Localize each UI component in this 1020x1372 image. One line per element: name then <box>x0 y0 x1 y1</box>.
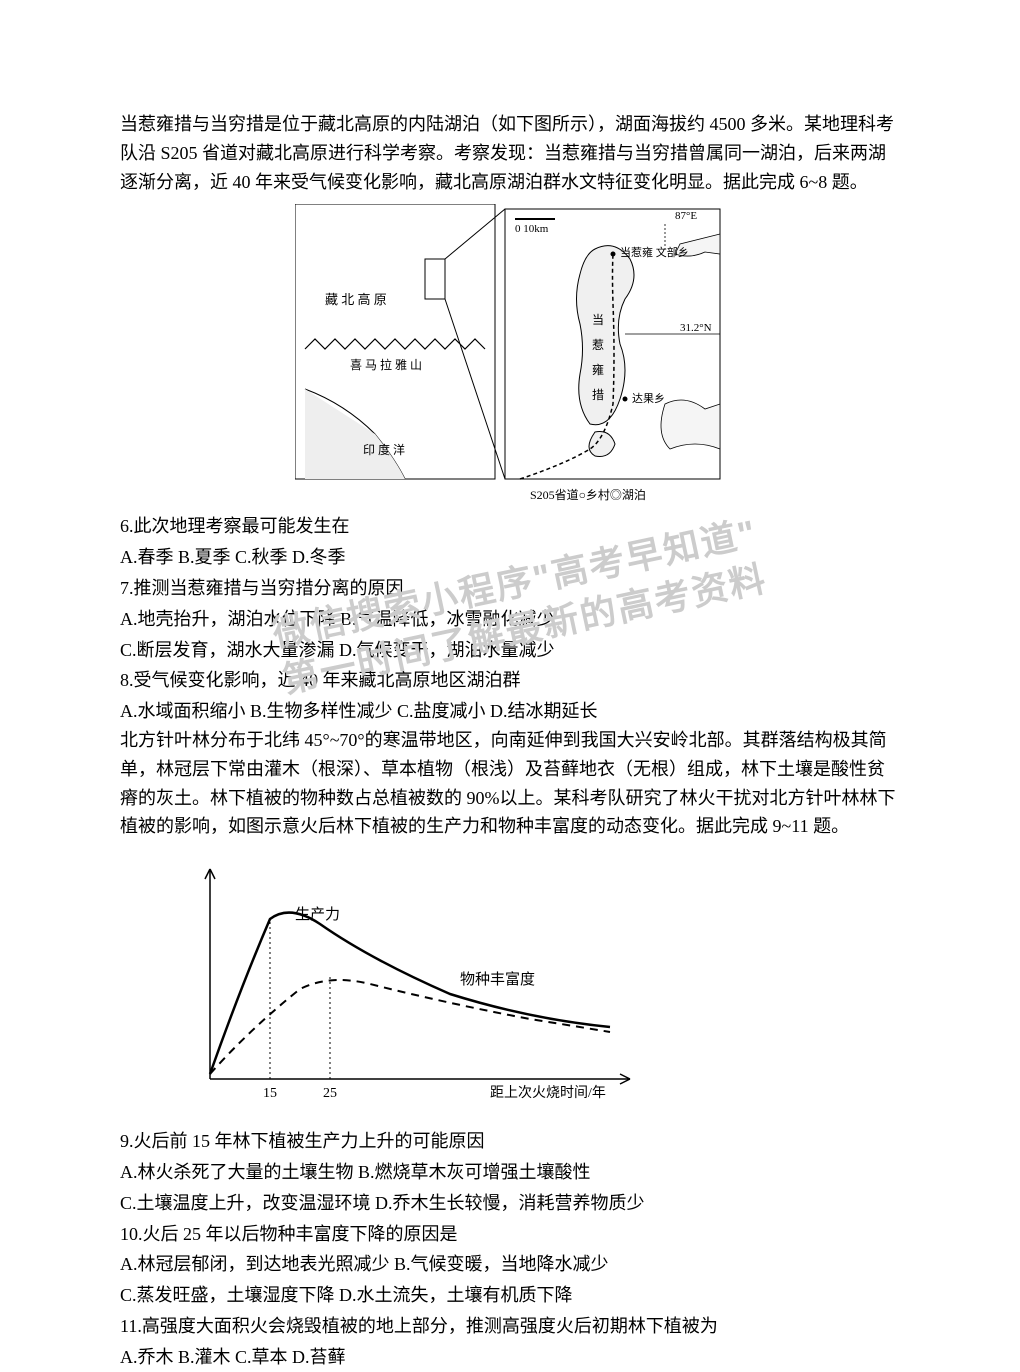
q11-stem: 11.高强度大面积火会烧毁植被的地上部分，推测高强度火后初期林下植被为 <box>120 1312 900 1341</box>
xaxis-label: 距上次火烧时间/年 <box>490 1085 606 1101</box>
q9-options-2: C.土壤温度上升，改变温湿环境 D.乔木生长较慢，消耗营养物质少 <box>120 1189 900 1218</box>
map-svg: 藏 北 高 原 喜 马 拉 雅 山 印 度 洋 0 10km 87°E 当 惹 … <box>295 204 725 504</box>
mountains-label: 喜 马 拉 雅 山 <box>350 357 422 372</box>
plateau-label: 藏 北 高 原 <box>325 292 387 307</box>
q7-options-2: C.断层发育，湖水大量渗漏 D.气候变干，湖泊水量减少 <box>120 636 900 665</box>
lake-label-4: 措 <box>592 388 604 402</box>
q9-stem: 9.火后前 15 年林下植被生产力上升的可能原因 <box>120 1127 900 1156</box>
chart-figure: 15 25 生产力 物种丰富度 距上次火烧时间/年 <box>170 849 670 1119</box>
lake-label-1: 当 <box>592 313 604 327</box>
passage-1: 当惹雍措与当穷措是位于藏北高原的内陆湖泊（如下图所示），湖面海拔约 4500 多… <box>120 110 900 196</box>
lon-label: 87°E <box>675 210 697 222</box>
q10-stem: 10.火后 25 年以后物种丰富度下降的原因是 <box>120 1220 900 1249</box>
xtick-15: 15 <box>263 1086 277 1101</box>
xtick-25: 25 <box>323 1086 337 1101</box>
q6-options: A.春季 B.夏季 C.秋季 D.冬季 <box>120 543 900 572</box>
q9-options-1: A.林火杀死了大量的土壤生物 B.燃烧草木灰可增强土壤酸性 <box>120 1158 900 1187</box>
q8-stem: 8.受气候变化影响，近 40 年来藏北高原地区湖泊群 <box>120 666 900 695</box>
lake-label-3: 雍 <box>592 362 604 377</box>
q10-options-2: C.蒸发旺盛，土壤湿度下降 D.水土流失，土壤有机质下降 <box>120 1281 900 1310</box>
series1-label: 生产力 <box>295 906 340 923</box>
q11-options: A.乔木 B.灌木 C.草本 D.苔藓 <box>120 1343 900 1372</box>
map-figure: 藏 北 高 原 喜 马 拉 雅 山 印 度 洋 0 10km 87°E 当 惹 … <box>295 204 725 504</box>
village1-label: 当惹雍 文部乡 <box>620 245 689 259</box>
q8-options: A.水域面积缩小 B.生物多样性减少 C.盐度减小 D.结冰期延长 <box>120 697 900 726</box>
lat-label: 31.2°N <box>680 322 712 334</box>
chart-svg: 15 25 生产力 物种丰富度 距上次火烧时间/年 <box>170 849 670 1119</box>
india-label: 印 度 洋 <box>363 442 405 457</box>
q6-stem: 6.此次地理考察最可能发生在 <box>120 512 900 541</box>
map-caption: S205省道○乡村◎湖泊 <box>530 487 646 502</box>
q7-options-1: A.地壳抬升，湖泊水位下降 B.气温降低，冰雪融化减少 <box>120 605 900 634</box>
lake-label-2: 惹 <box>592 338 604 352</box>
series2-label: 物种丰富度 <box>460 970 535 988</box>
q7-stem: 7.推测当惹雍措与当穷措分离的原因 <box>120 574 900 603</box>
village2-label: 达果乡 <box>632 392 665 405</box>
scale-label: 0 10km <box>515 223 549 235</box>
passage-2: 北方针叶林分布于北纬 45°~70°的寒温带地区，向南延伸到我国大兴安岭北部。其… <box>120 726 900 841</box>
q10-options-1: A.林冠层郁闭，到达地表光照减少 B.气候变暖，当地降水减少 <box>120 1250 900 1279</box>
